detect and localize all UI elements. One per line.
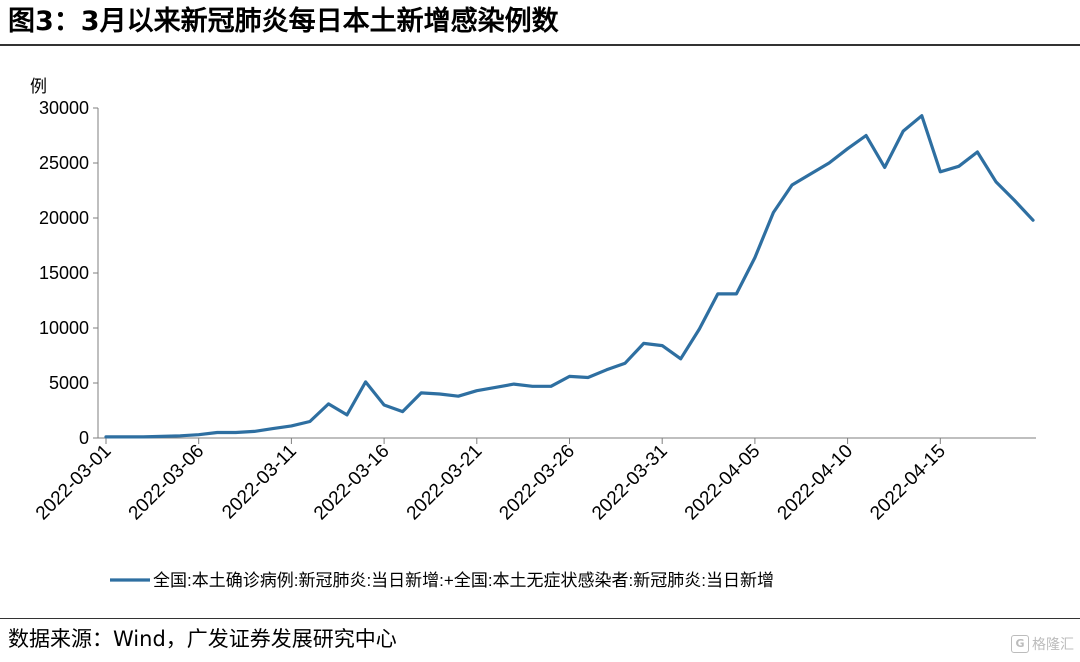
line-chart: 2022-03-01 2022-03-06 2022-03-11 2022-03-16…	[32, 98, 1036, 590]
x-tick-label: 2022-03-11	[218, 441, 301, 524]
legend-label: 全国:本土确诊病例:新冠肺炎:当日新增:+全国:本土无症状感染者:新冠肺炎:当日…	[153, 571, 774, 590]
source-divider	[0, 618, 1080, 619]
y-axis-label: 例	[30, 77, 47, 97]
data-source: 数据来源：Wind，广发证券发展研究中心	[8, 627, 397, 651]
x-tick-label: 2022-03-26	[495, 441, 579, 525]
watermark: G 格隆汇	[1011, 634, 1074, 654]
y-tick-label: 15000	[39, 263, 89, 283]
watermark-logo-icon: G	[1011, 635, 1029, 653]
x-tick-label: 2022-03-01	[32, 441, 116, 525]
y-tick-label: 5000	[49, 373, 89, 393]
x-tick-label: 2022-04-15	[866, 441, 950, 525]
y-tick-label: 0	[79, 428, 89, 448]
y-tick-label: 10000	[39, 318, 89, 338]
x-tick-label: 2022-03-31	[588, 441, 672, 525]
x-tick-label: 2022-04-05	[681, 441, 765, 525]
y-tick-label: 25000	[39, 153, 89, 173]
watermark-text: 格隆汇	[1032, 637, 1074, 653]
series-line	[104, 114, 1035, 439]
title-divider	[0, 44, 1080, 46]
x-tick-label: 2022-03-06	[125, 441, 209, 525]
chart-title: 图3：3月以来新冠肺炎每日本土新增感染例数	[8, 6, 559, 37]
x-tick-label: 2022-03-16	[310, 441, 394, 525]
y-tick-label: 20000	[39, 208, 89, 228]
x-tick-label: 2022-04-10	[774, 441, 858, 525]
x-tick-label: 2022-03-21	[403, 441, 487, 525]
y-tick-label: 30000	[39, 98, 89, 118]
